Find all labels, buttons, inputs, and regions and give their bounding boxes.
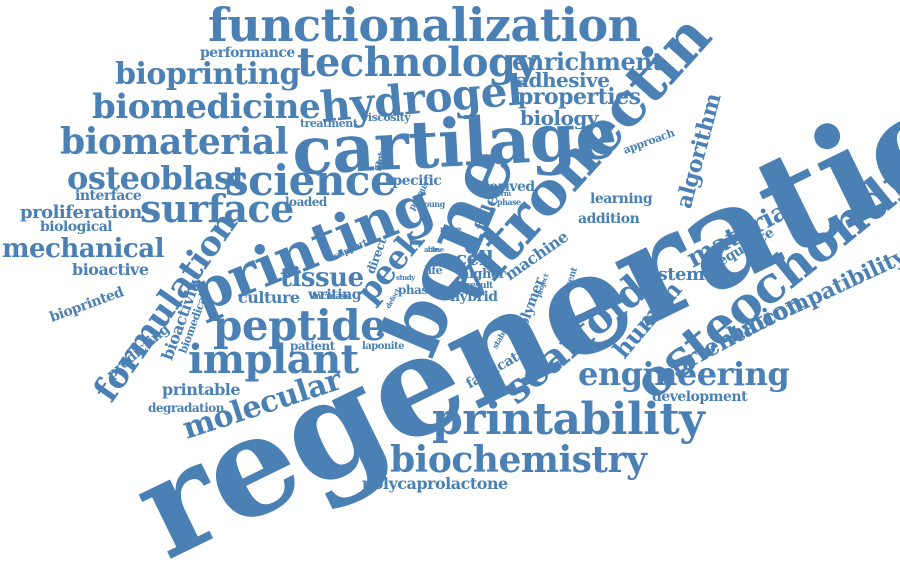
word-interface: interface <box>75 188 142 204</box>
word-adhesive: adhesive <box>516 68 610 92</box>
word-addition: addition <box>578 211 640 227</box>
word-life: life <box>424 264 443 277</box>
word-implant: implant <box>188 336 359 383</box>
word-viscosity: viscosity <box>362 111 411 124</box>
word-study: study <box>396 273 415 282</box>
word-phase: phase <box>497 197 521 207</box>
word-surface: surface <box>140 186 294 231</box>
word-technology: technology <box>297 39 539 86</box>
word-writing: writing <box>308 287 362 303</box>
word-degradation: degradation <box>148 401 225 415</box>
word-hybrid: hybrid <box>450 289 498 305</box>
word-bioactive: bioactive <box>72 260 149 279</box>
word-biology: biology <box>520 106 598 130</box>
word-learning: learning <box>590 191 653 207</box>
word-laponite: laponite <box>362 341 405 352</box>
word-biomedicine: biomedicine <box>92 87 321 127</box>
word-printability: printability <box>432 394 705 445</box>
word-derived: derived <box>480 179 535 195</box>
word-term: term <box>494 189 511 198</box>
word-patient: patient <box>290 339 335 353</box>
word-properties: properties <box>518 84 641 110</box>
word-tissue: tissue <box>280 263 364 293</box>
word-loaded: loaded <box>285 195 327 209</box>
word-treatment: treatment <box>300 117 358 130</box>
word-biochemistry: biochemistry <box>390 439 647 481</box>
word-proliferation: proliferation <box>20 202 142 223</box>
word-young: young <box>420 199 445 209</box>
word-culture: culture <box>238 288 300 307</box>
word-engineering: engineering <box>578 355 790 393</box>
word-science: science <box>225 156 397 205</box>
word-specific: specific <box>385 173 442 189</box>
word-short: short <box>462 239 481 248</box>
word-osteoblast: osteoblast <box>67 159 246 197</box>
word-peptide: peptide <box>213 301 387 350</box>
word-printable: printable <box>162 380 241 399</box>
word-functionalization: functionalization <box>208 0 641 52</box>
word-increase: increase <box>312 292 351 302</box>
word-system: system <box>638 264 705 285</box>
word-performance: performance <box>200 45 295 61</box>
word-higher: higher <box>460 267 506 282</box>
word-biomaterial: biomaterial <box>60 121 288 163</box>
word-mechanical: mechanical <box>2 234 164 264</box>
word-development: development <box>652 389 748 405</box>
word-biological: biological <box>40 219 113 235</box>
word-time: time <box>428 245 444 254</box>
word-able: able <box>424 245 439 254</box>
word-result: result <box>466 281 493 291</box>
word-polycaprolactone: polycaprolactone <box>362 474 508 493</box>
word-phasic: phasic <box>398 283 439 297</box>
word-more: more <box>440 224 462 234</box>
word-bioprinted: bioprinted <box>47 284 126 326</box>
word-cell: cell <box>455 246 494 270</box>
word-enrichment: enrichment <box>512 47 663 76</box>
word-bioprinting: bioprinting <box>115 57 300 92</box>
